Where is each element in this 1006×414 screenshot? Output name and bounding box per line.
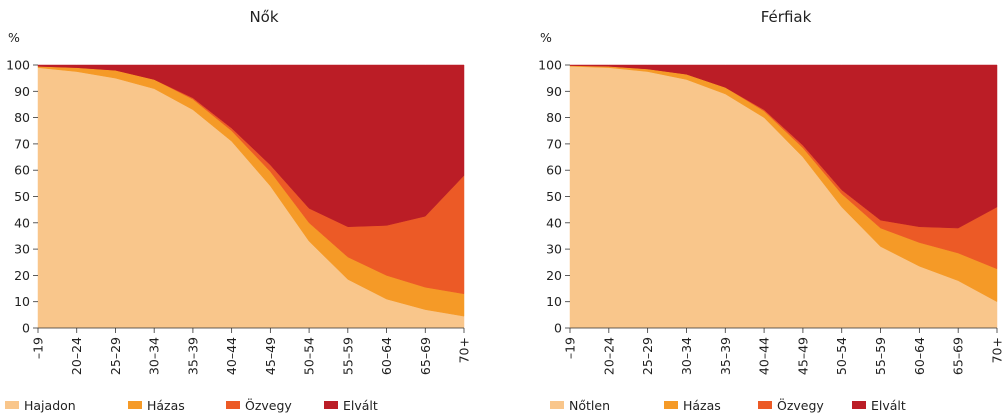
legend-label: Elvált: [343, 398, 378, 413]
y-tick-label: 20: [14, 268, 30, 283]
y-tick-label: 100: [6, 58, 30, 73]
y-tick-label: 30: [546, 242, 562, 257]
x-tick-label: 25–29: [108, 337, 123, 375]
x-tick-label: 50–54: [302, 337, 317, 375]
y-tick-label: 50: [14, 189, 30, 204]
legend-swatch: [852, 401, 866, 409]
legend-label: Özvegy: [245, 397, 292, 413]
x-tick-label: 35–39: [718, 337, 733, 375]
y-tick-label: 10: [14, 294, 30, 309]
y-tick-label: 70: [546, 136, 562, 151]
y-tick-label: 50: [546, 189, 562, 204]
legend-label: Hajadon: [24, 398, 76, 413]
y-tick-label: 60: [14, 163, 30, 178]
x-tick-label: 45–49: [795, 337, 810, 375]
x-tick-label: 30–34: [147, 337, 162, 375]
legend-label: Özvegy: [777, 397, 824, 413]
chart-1: Nők% 0 10 20 30 40 50 60 70 80 90 100 –19 20–24 25–29 3…: [5, 8, 472, 413]
y-tick-label: 30: [14, 242, 30, 257]
x-tick-label: 55–59: [340, 337, 355, 375]
x-tick-label: –19: [31, 337, 46, 359]
legend-label: Házas: [147, 398, 185, 413]
legend-swatch: [324, 401, 338, 409]
chart-title: Férfiak: [761, 8, 812, 26]
x-tick-label: 70+: [990, 337, 1005, 363]
x-tick-label: 35–39: [185, 337, 200, 375]
x-tick-label: 20–24: [601, 337, 616, 375]
legend-item-elvált: Elvált: [852, 398, 906, 413]
legend-swatch: [5, 401, 19, 409]
y-tick-label: 90: [14, 84, 30, 99]
y-tick-label: 100: [538, 58, 562, 73]
x-tick-label: –19: [563, 337, 578, 359]
legend-swatch: [758, 401, 772, 409]
legend-item-hajadon: Hajadon: [5, 398, 76, 413]
legend-item-házas: Házas: [664, 398, 721, 413]
x-tick-label: 60–64: [379, 337, 394, 375]
x-tick-label: 50–54: [834, 337, 849, 375]
x-tick-label: 40–44: [757, 337, 772, 375]
y-tick-label: 60: [546, 163, 562, 178]
legend-label: Nőtlen: [569, 398, 610, 413]
legend-swatch: [664, 401, 678, 409]
legend-item-nőtlen: Nőtlen: [550, 398, 610, 413]
x-tick-label: 25–29: [640, 337, 655, 375]
legend-label: Elvált: [871, 398, 906, 413]
y-axis-unit: %: [540, 30, 552, 45]
y-tick-label: 80: [14, 110, 30, 125]
y-tick-label: 0: [22, 321, 30, 336]
chart-2: Férfiak% 0 10 20 30 40 50 60 70 80 90 100 –19 20–24 25…: [538, 8, 1004, 413]
y-tick-label: 0: [554, 321, 562, 336]
x-tick-label: 45–49: [263, 337, 278, 375]
x-tick-label: 60–64: [912, 337, 927, 375]
y-axis-unit: %: [8, 30, 20, 45]
legend-label: Házas: [683, 398, 721, 413]
x-tick-label: 40–44: [224, 337, 239, 375]
y-tick-label: 70: [14, 136, 30, 151]
legend-swatch: [226, 401, 240, 409]
legend-swatch: [550, 401, 564, 409]
x-tick-label: 20–24: [69, 337, 84, 375]
x-tick-label: 70+: [457, 337, 472, 363]
y-tick-label: 80: [546, 110, 562, 125]
x-tick-label: 65–69: [418, 337, 433, 375]
y-tick-label: 90: [546, 84, 562, 99]
x-tick-label: 55–59: [873, 337, 888, 375]
chart-title: Nők: [249, 8, 278, 26]
x-tick-label: 30–34: [679, 337, 694, 375]
y-tick-label: 10: [546, 294, 562, 309]
y-tick-label: 40: [546, 215, 562, 230]
x-tick-label: 65–69: [951, 337, 966, 375]
y-tick-label: 20: [546, 268, 562, 283]
legend-item-elvált: Elvált: [324, 398, 378, 413]
legend-item-házas: Házas: [128, 398, 185, 413]
legend-item-özvegy: Özvegy: [758, 397, 824, 413]
legend-item-özvegy: Özvegy: [226, 397, 292, 413]
y-tick-label: 40: [14, 215, 30, 230]
legend-swatch: [128, 401, 142, 409]
